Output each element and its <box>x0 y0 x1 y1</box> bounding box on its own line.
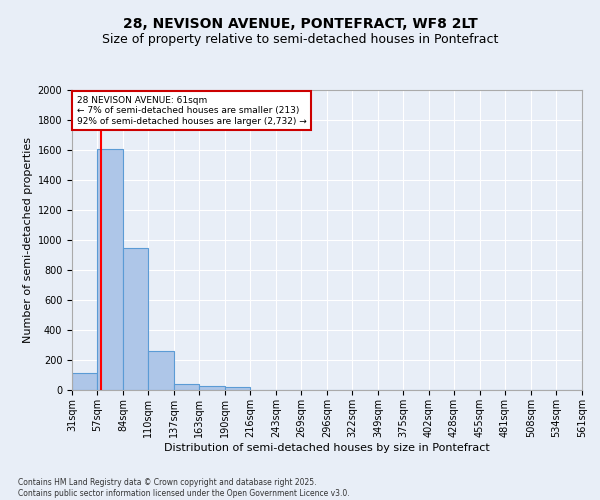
Text: Contains HM Land Registry data © Crown copyright and database right 2025.
Contai: Contains HM Land Registry data © Crown c… <box>18 478 350 498</box>
Y-axis label: Number of semi-detached properties: Number of semi-detached properties <box>23 137 34 343</box>
Text: 28 NEVISON AVENUE: 61sqm
← 7% of semi-detached houses are smaller (213)
92% of s: 28 NEVISON AVENUE: 61sqm ← 7% of semi-de… <box>77 96 307 126</box>
Text: Size of property relative to semi-detached houses in Pontefract: Size of property relative to semi-detach… <box>102 32 498 46</box>
Bar <box>148 351 174 390</box>
Bar <box>97 148 123 390</box>
Bar <box>225 387 250 390</box>
Text: 28, NEVISON AVENUE, PONTEFRACT, WF8 2LT: 28, NEVISON AVENUE, PONTEFRACT, WF8 2LT <box>122 18 478 32</box>
Bar <box>174 384 199 390</box>
Bar <box>72 373 97 390</box>
Bar <box>199 386 225 390</box>
Bar <box>123 248 148 390</box>
X-axis label: Distribution of semi-detached houses by size in Pontefract: Distribution of semi-detached houses by … <box>164 442 490 452</box>
